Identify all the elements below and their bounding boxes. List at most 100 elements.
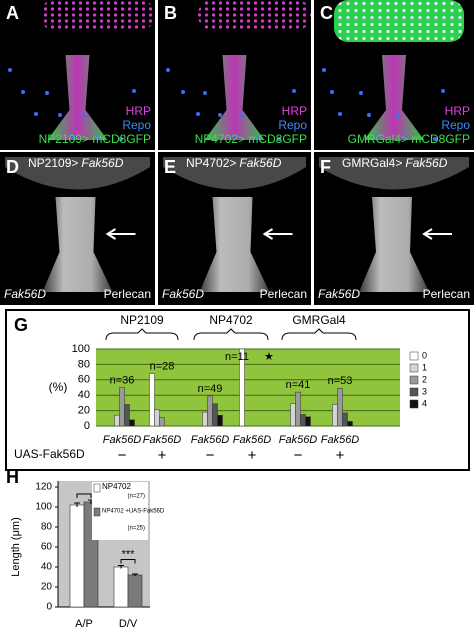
tissue [319, 157, 469, 190]
glia [71, 135, 75, 139]
group-brace [281, 328, 357, 341]
bar [239, 348, 245, 427]
driver-label: NP4702> Fak56D [186, 156, 282, 170]
legend-box [92, 482, 148, 540]
stain-label: HRP [126, 104, 151, 118]
driver-label: NP4702> mCD8GFP [195, 132, 307, 146]
glia [330, 90, 334, 94]
stain-label: Repo [441, 118, 470, 132]
error-bar [118, 565, 124, 569]
stain-label: Repo [122, 118, 151, 132]
stain-label: Repo [278, 118, 307, 132]
glia [396, 114, 400, 118]
glia [45, 91, 49, 95]
glia [441, 89, 445, 93]
panel-letter: E [164, 157, 176, 177]
row-value: + [336, 447, 345, 464]
y-tick-label: 20 [41, 582, 53, 593]
panel-letter: F [320, 157, 331, 177]
x-tick-label: D/V [119, 618, 138, 630]
bar [69, 504, 85, 608]
driver: NP2109> [28, 156, 78, 170]
glia [95, 136, 99, 140]
legend-label: 4 [422, 398, 427, 408]
driver-label: GMRGal4> Fak56D [342, 156, 448, 170]
glia [181, 90, 185, 94]
group-brace [193, 328, 269, 341]
panel-letter: G [14, 315, 28, 335]
legend-label: NP4702 +UAS-Fak56D [102, 509, 165, 515]
stain-label: HRP [282, 104, 307, 118]
group-label: NP4702 [209, 313, 253, 327]
y-tick-label: 120 [35, 482, 52, 493]
bar [124, 404, 130, 427]
legend-note: (n=27) [127, 494, 145, 500]
glia [166, 68, 170, 72]
y-tick-label: 0 [84, 420, 90, 432]
genotype-label: Fak56D [318, 287, 360, 301]
bar [337, 388, 343, 427]
chart-h: H Length (μm) 0 20 40 60 80 100 120 A/P D/V *** NP47… [6, 467, 165, 630]
driver: NP4702> [186, 156, 236, 170]
glia [82, 114, 86, 118]
y-tick-label: 40 [78, 389, 90, 401]
row-value: − [206, 447, 215, 464]
glia [240, 114, 244, 118]
glia [359, 91, 363, 95]
x-tick-label: Fak56D [233, 434, 272, 446]
tissue [198, 0, 311, 30]
glia [255, 136, 259, 140]
panel-letter: H [6, 467, 19, 487]
panel-g-frame [5, 309, 470, 471]
glia [119, 137, 123, 141]
driver-label: NP2109> mCD8GFP [39, 132, 151, 146]
genotype-label: Fak56D [4, 287, 46, 301]
x-tick-label: Fak56D [321, 434, 360, 446]
glia [433, 137, 437, 141]
bar [290, 403, 296, 427]
x-tick-label: Fak56D [191, 434, 230, 446]
glia [196, 112, 200, 116]
n-label: n=41 [286, 379, 311, 391]
y-tick-label: 20 [78, 405, 90, 417]
arrow [422, 228, 452, 240]
legend-swatch [93, 483, 101, 493]
legend-swatch [93, 507, 101, 517]
glia [277, 137, 281, 141]
y-tick-label: 100 [72, 343, 90, 355]
glia [367, 113, 371, 117]
y-tick-label: 80 [78, 358, 90, 370]
row-value: + [158, 447, 167, 464]
y-tick-label: 60 [78, 374, 90, 386]
bar [217, 414, 223, 427]
bar [159, 417, 165, 427]
tissue [163, 157, 306, 190]
stain-label: Perlecan [260, 287, 307, 301]
panel-letter: B [164, 3, 177, 23]
legend-label: 2 [422, 374, 427, 384]
stalk [364, 55, 424, 140]
tissue [40, 0, 155, 30]
n-label: n=11 [225, 351, 249, 363]
error-bar [74, 502, 80, 507]
significance-marker: ★ [264, 351, 274, 363]
glia [338, 112, 342, 116]
tissue [5, 157, 150, 190]
stalk [47, 55, 108, 140]
stain-label: Perlecan [423, 287, 470, 301]
legend-label: 0 [422, 350, 427, 360]
row-value: − [294, 447, 303, 464]
n-label: n=28 [150, 361, 175, 373]
row-label: UAS-Fak56D [14, 447, 85, 461]
glia [132, 89, 136, 93]
glia [375, 135, 379, 139]
panel-letter: A [6, 3, 19, 23]
bar [347, 421, 353, 427]
glia [58, 113, 62, 117]
error-bar [132, 573, 138, 576]
row-value: + [248, 447, 257, 464]
x-tick-label: A/P [75, 618, 93, 630]
stalk [204, 55, 265, 140]
stain-label: Perlecan [104, 287, 151, 301]
